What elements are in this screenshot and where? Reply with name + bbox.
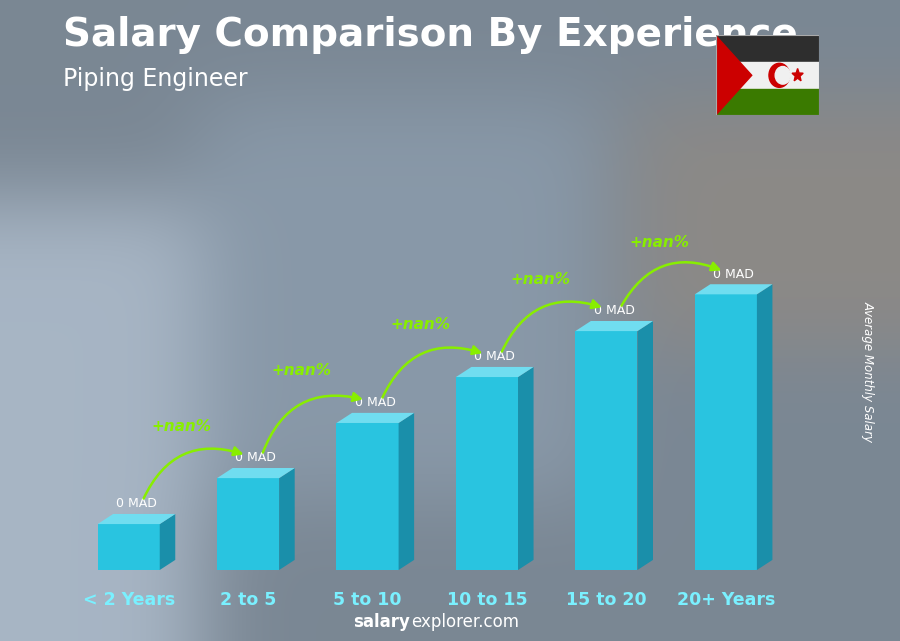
- Polygon shape: [456, 367, 534, 377]
- Polygon shape: [97, 514, 176, 524]
- Text: +nan%: +nan%: [630, 235, 689, 250]
- Text: 0 MAD: 0 MAD: [474, 350, 515, 363]
- Bar: [716, 62, 819, 88]
- Polygon shape: [695, 294, 757, 570]
- Text: 0 MAD: 0 MAD: [594, 304, 634, 317]
- Polygon shape: [695, 284, 772, 294]
- Polygon shape: [518, 367, 534, 570]
- Text: +nan%: +nan%: [391, 317, 451, 333]
- Polygon shape: [337, 423, 399, 570]
- Text: 0 MAD: 0 MAD: [236, 451, 276, 464]
- Polygon shape: [792, 69, 803, 81]
- Polygon shape: [217, 468, 294, 478]
- Polygon shape: [159, 514, 176, 570]
- Text: 0 MAD: 0 MAD: [116, 497, 157, 510]
- Polygon shape: [279, 468, 294, 570]
- Polygon shape: [637, 321, 653, 570]
- Bar: [716, 88, 819, 115]
- Polygon shape: [757, 284, 772, 570]
- Polygon shape: [716, 35, 751, 115]
- Text: explorer.com: explorer.com: [411, 613, 519, 631]
- Circle shape: [775, 67, 790, 84]
- Text: Piping Engineer: Piping Engineer: [63, 67, 248, 91]
- Text: salary: salary: [353, 613, 410, 631]
- Text: +nan%: +nan%: [510, 272, 570, 287]
- Polygon shape: [575, 321, 653, 331]
- Polygon shape: [337, 413, 414, 423]
- Text: 0 MAD: 0 MAD: [713, 267, 754, 281]
- Bar: [716, 35, 819, 62]
- Polygon shape: [399, 413, 414, 570]
- Text: Salary Comparison By Experience: Salary Comparison By Experience: [63, 16, 797, 54]
- Text: Average Monthly Salary: Average Monthly Salary: [862, 301, 875, 442]
- Text: 0 MAD: 0 MAD: [355, 396, 396, 409]
- Text: +nan%: +nan%: [152, 419, 212, 433]
- Text: +nan%: +nan%: [271, 363, 331, 378]
- Polygon shape: [97, 524, 159, 570]
- Circle shape: [769, 63, 789, 87]
- Polygon shape: [575, 331, 637, 570]
- Polygon shape: [217, 478, 279, 570]
- Polygon shape: [456, 377, 518, 570]
